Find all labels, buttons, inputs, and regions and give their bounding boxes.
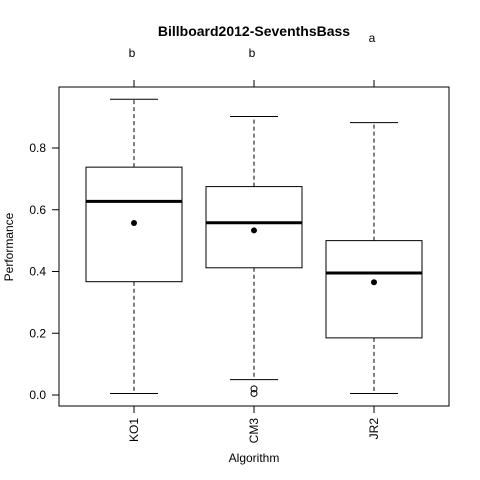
chart-title: Billboard2012-SeventhsBass xyxy=(158,23,350,39)
y-tick-label: 0.2 xyxy=(29,326,46,340)
x-axis-title: Algorithm xyxy=(229,451,280,465)
box-group-cm3 xyxy=(205,116,303,397)
y-tick-label: 0.0 xyxy=(29,388,46,402)
significance-label: a xyxy=(369,31,376,45)
x-tick-label: KO1 xyxy=(127,418,141,442)
y-tick-label: 0.8 xyxy=(29,141,46,155)
outlier-point xyxy=(250,389,258,397)
mean-point xyxy=(251,227,257,234)
x-tick-label: JR2 xyxy=(367,418,381,440)
mean-point xyxy=(371,279,377,286)
significance-label: b xyxy=(129,46,136,60)
y-tick-label: 0.4 xyxy=(29,265,46,279)
mean-point xyxy=(131,220,137,227)
iqr-box xyxy=(325,240,423,339)
box-group-jr2 xyxy=(325,122,423,394)
significance-label: b xyxy=(249,46,256,60)
iqr-box xyxy=(205,186,303,269)
y-tick-label: 0.6 xyxy=(29,203,46,217)
top-significance-axis: b b a xyxy=(129,31,376,88)
x-axis: KO1 CM3 JR2 xyxy=(127,405,381,444)
box-group-ko1 xyxy=(85,98,183,394)
boxes-layer xyxy=(85,98,423,397)
outlier-point xyxy=(250,385,258,393)
x-tick-label: CM3 xyxy=(247,418,261,444)
y-axis-title: Performance xyxy=(2,212,16,281)
y-axis: 0.0 0.2 0.4 0.6 0.8 xyxy=(29,141,60,402)
